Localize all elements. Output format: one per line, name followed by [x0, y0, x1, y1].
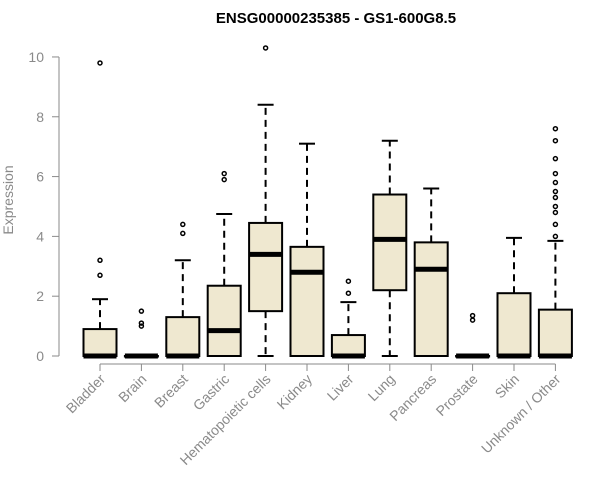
y-tick-label: 2	[36, 288, 44, 304]
x-tick-label: Unknown / Other	[478, 371, 564, 457]
outlier-point	[262, 45, 269, 51]
outlier-point	[138, 323, 145, 329]
outlier-point	[138, 320, 145, 326]
outlier-point	[97, 257, 103, 264]
y-tick-label: 10	[28, 49, 44, 65]
box-group	[537, 125, 573, 359]
outlier-point	[552, 203, 559, 210]
outlier-point	[180, 230, 186, 237]
box-group	[206, 170, 242, 357]
box-group	[248, 45, 284, 357]
box-body	[248, 221, 284, 313]
box-group	[413, 187, 449, 357]
outlier-point	[97, 60, 103, 66]
outlier-point	[552, 170, 559, 177]
chart-title: ENSG00000235385 - GS1-600G8.5	[216, 10, 456, 27]
box-group	[455, 312, 491, 359]
outlier-point	[552, 155, 559, 162]
box-body	[330, 334, 366, 358]
y-tick-label: 0	[36, 348, 44, 364]
outlier-point	[552, 179, 559, 186]
outlier-point	[552, 125, 559, 132]
box-body	[496, 292, 532, 358]
x-tick-label: Bladder	[63, 371, 109, 417]
y-axis: 0 2 4 6 8 10	[28, 49, 60, 364]
outlier-point	[345, 290, 352, 296]
outlier-point	[180, 221, 186, 228]
y-tick-label: 6	[36, 169, 44, 185]
box-body	[165, 316, 201, 357]
box-body	[289, 245, 325, 358]
outlier-point	[138, 308, 145, 314]
box-group	[82, 60, 118, 359]
x-tick-label: Liver	[324, 371, 357, 404]
box-body	[372, 193, 408, 292]
outlier-point	[221, 170, 227, 177]
box-body	[82, 328, 118, 358]
outlier-point	[552, 188, 559, 195]
x-tick-label: Skin	[492, 371, 523, 402]
box-group	[123, 308, 159, 359]
outlier-point	[552, 209, 559, 216]
outlier-point	[97, 272, 103, 279]
box-group	[165, 221, 201, 359]
box-body	[206, 284, 242, 357]
boxes	[82, 45, 573, 359]
x-tick-label: Brain	[115, 371, 149, 405]
outlier-point	[552, 137, 559, 144]
box-body	[413, 241, 449, 357]
box-group	[372, 139, 408, 357]
y-axis-label: Expression	[0, 165, 16, 234]
box-group	[289, 142, 325, 358]
outlier-point	[345, 278, 352, 284]
outlier-point	[552, 194, 559, 201]
box-group	[330, 278, 366, 359]
y-tick-label: 8	[36, 109, 44, 125]
outlier-point	[221, 176, 227, 183]
x-tick-label: Kidney	[274, 371, 316, 413]
outlier-point	[469, 312, 476, 319]
box-group	[496, 236, 532, 359]
x-tick-label: Prostate	[433, 371, 481, 419]
x-tick-label: Lung	[365, 371, 398, 404]
outlier-point	[469, 317, 476, 323]
y-tick-label: 4	[36, 228, 44, 244]
box-body	[537, 308, 573, 358]
outlier-point	[552, 233, 559, 240]
x-tick-label: Breast	[151, 371, 191, 411]
outlier-point	[552, 221, 559, 228]
